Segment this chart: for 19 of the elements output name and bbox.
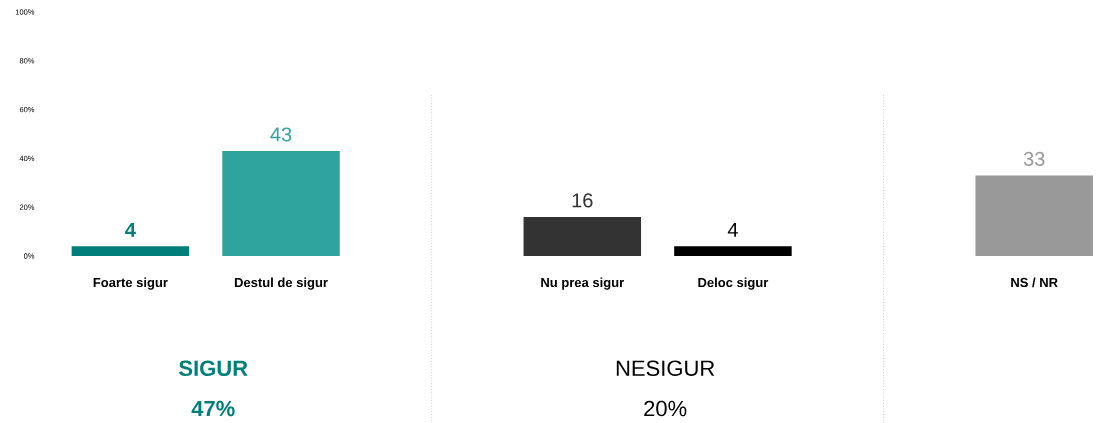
text: 47% [191,400,235,417]
text: SIGUR [179,360,248,377]
bar [71,246,190,256]
x-tick-label: Deloc sigur [698,277,769,290]
bar [523,216,642,256]
x-tick-label: Destul de sigur [234,277,328,290]
bar [674,246,792,256]
bar [975,175,1093,256]
bar [222,151,340,256]
data-label: 4 [727,222,738,237]
data-label: 43 [270,127,292,142]
x-tick-label: NS / NR [1011,277,1058,288]
data-label: 16 [572,193,593,208]
data-label: 33 [1023,151,1045,166]
text: 20% [644,400,687,417]
x-tick-label: Nu prea sigur [541,277,624,290]
x-tick-label: Foarte sigur [93,277,168,290]
text: NESIGUR [616,360,715,377]
data-label: 4 [125,222,136,237]
